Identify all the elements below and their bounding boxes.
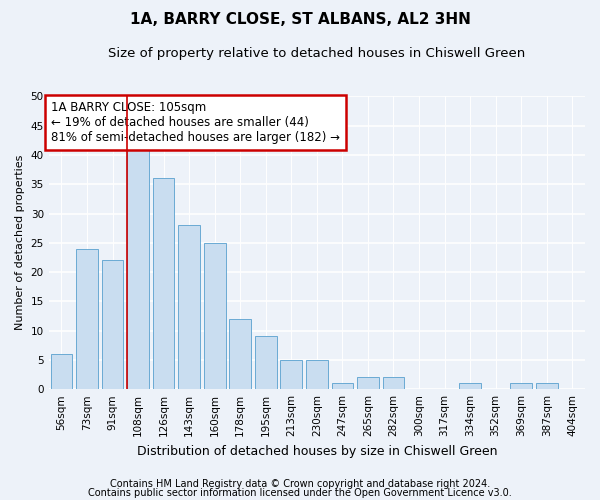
Bar: [178, 225, 200, 389]
Bar: [280, 360, 302, 389]
Text: Contains public sector information licensed under the Open Government Licence v3: Contains public sector information licen…: [88, 488, 512, 498]
Bar: [50, 354, 72, 389]
Bar: [229, 319, 251, 389]
X-axis label: Distribution of detached houses by size in Chiswell Green: Distribution of detached houses by size …: [137, 444, 497, 458]
Bar: [536, 384, 557, 389]
Bar: [306, 360, 328, 389]
Bar: [76, 248, 98, 389]
Bar: [510, 384, 532, 389]
Text: Contains HM Land Registry data © Crown copyright and database right 2024.: Contains HM Land Registry data © Crown c…: [110, 479, 490, 489]
Bar: [459, 384, 481, 389]
Bar: [153, 178, 175, 389]
Title: Size of property relative to detached houses in Chiswell Green: Size of property relative to detached ho…: [108, 48, 526, 60]
Text: 1A BARRY CLOSE: 105sqm
← 19% of detached houses are smaller (44)
81% of semi-det: 1A BARRY CLOSE: 105sqm ← 19% of detached…: [52, 101, 340, 144]
Bar: [383, 378, 404, 389]
Text: 1A, BARRY CLOSE, ST ALBANS, AL2 3HN: 1A, BARRY CLOSE, ST ALBANS, AL2 3HN: [130, 12, 470, 28]
Bar: [255, 336, 277, 389]
Bar: [332, 384, 353, 389]
Bar: [127, 143, 149, 389]
Y-axis label: Number of detached properties: Number of detached properties: [15, 155, 25, 330]
Bar: [101, 260, 124, 389]
Bar: [204, 243, 226, 389]
Bar: [357, 378, 379, 389]
